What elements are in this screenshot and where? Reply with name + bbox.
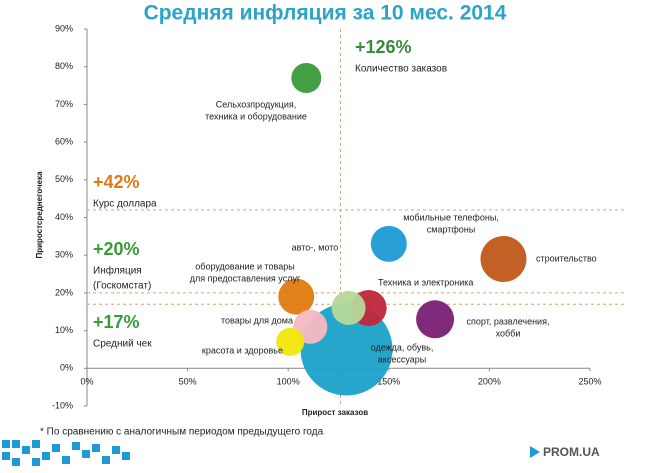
bubble-label: одежда, обувь, [371, 342, 434, 352]
y-tick-label: 50% [55, 174, 73, 184]
bubble-label: оборудование и товары [195, 261, 294, 271]
bubble [480, 235, 527, 282]
reference-note: Количество заказов [355, 64, 447, 75]
logo: PROM.UA [543, 445, 600, 459]
bubble [416, 300, 455, 339]
bubble-label: авто-, мото [292, 242, 339, 252]
logo-icon [530, 446, 540, 458]
reference-label: +17% [93, 312, 140, 332]
reference-note: Инфляция [93, 265, 142, 277]
y-tick-label: 70% [55, 99, 73, 109]
left-logo [2, 440, 130, 466]
reference-note: Средний чек [93, 339, 152, 350]
bubble-label: товары для дома [221, 315, 293, 325]
bubble [276, 327, 305, 356]
x-tick-label: 200% [478, 377, 501, 387]
y-tick-label: 60% [55, 136, 73, 146]
x-tick-label: 250% [578, 377, 601, 387]
bubble [291, 63, 322, 94]
reference-label: +126% [355, 37, 412, 57]
bubble-label: спорт, развлечения, [467, 316, 550, 326]
bubble-label: хобби [496, 328, 521, 338]
reference-label: +42% [93, 172, 140, 192]
bubble-label: Техника и электроника [378, 277, 473, 287]
y-tick-label: 30% [55, 250, 73, 260]
x-tick-label: 100% [277, 377, 300, 387]
bubble-label: аксессуары [378, 354, 426, 364]
reference-note: (Госкомстат) [93, 281, 151, 292]
bubble-label: красота и здоровье [202, 345, 283, 355]
bubble-label: смартфоны [427, 224, 475, 234]
y-tick-label: 80% [55, 61, 73, 71]
chart-title: Средняя инфляция за 10 мес. 2014 [144, 2, 507, 25]
x-axis-title: Прирост заказов [302, 408, 368, 417]
reference-label: +20% [93, 239, 140, 259]
bubble [278, 278, 315, 315]
y-tick-label: 20% [55, 287, 73, 297]
y-tick-label: 0% [60, 363, 73, 373]
footnote: * По сравнению с аналогичным периодом пр… [40, 427, 324, 438]
y-tick-label: 40% [55, 212, 73, 222]
bubble-label: техника и оборудование [205, 111, 307, 121]
bubble-label: Сельхозпродукция, [216, 99, 297, 109]
x-tick-label: 0% [80, 377, 93, 387]
y-tick-label: -10% [52, 400, 73, 410]
bubble-label: строительство [536, 253, 597, 263]
bubble [331, 290, 366, 325]
reference-note: Курс доллара [93, 199, 157, 210]
x-tick-label: 150% [377, 377, 400, 387]
bubble-label: мобильные телефоны, [403, 212, 499, 222]
bubble [370, 225, 407, 262]
y-axis-title: Приростсреднегочека [35, 171, 44, 259]
bubble-label: для предоставления услуг [190, 273, 301, 283]
y-tick-label: 10% [55, 325, 73, 335]
y-tick-label: 90% [55, 23, 73, 33]
x-tick-label: 50% [179, 377, 197, 387]
